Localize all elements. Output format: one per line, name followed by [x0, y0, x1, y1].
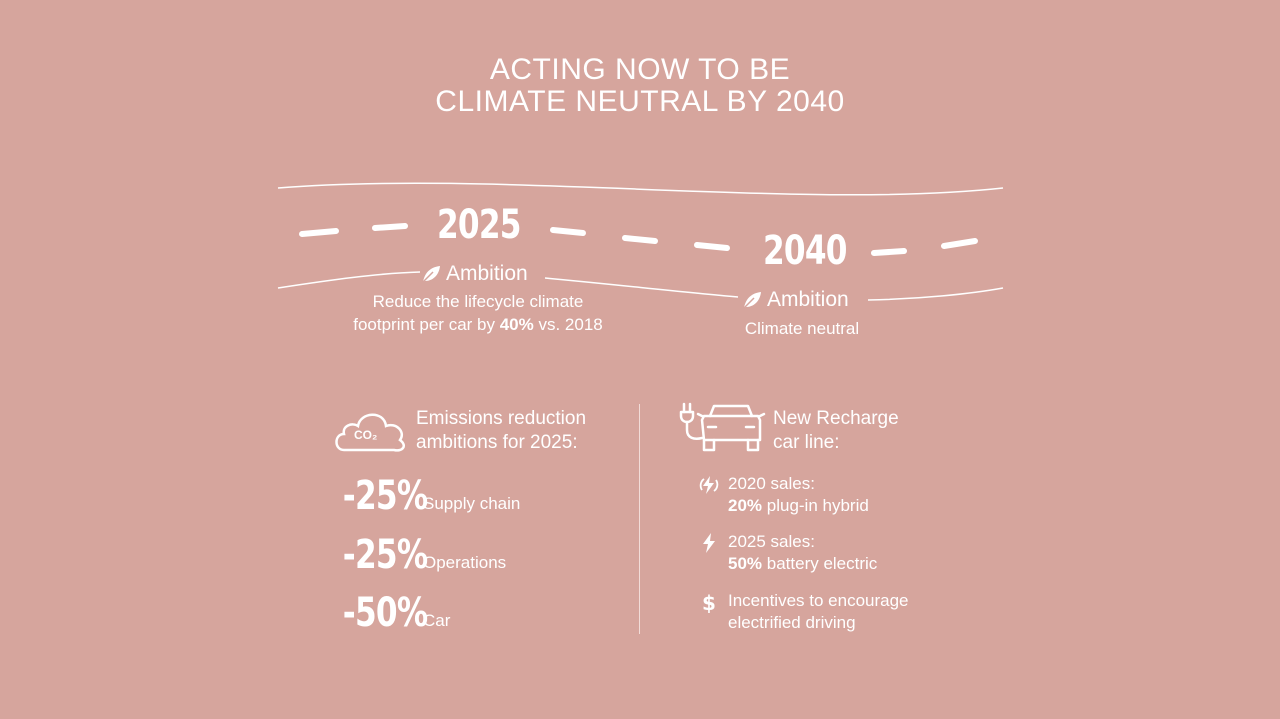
- ambition-label: Ambition: [767, 288, 849, 311]
- page-title: ACTING NOW TO BE CLIMATE NEUTRAL BY 2040: [0, 54, 1280, 118]
- hybrid-bolt-icon: [699, 476, 719, 494]
- recharge-item-text: 2020 sales: 20% plug-in hybrid: [728, 473, 869, 517]
- svg-text:$: $: [702, 591, 716, 613]
- milestone-year-2025: 2025: [437, 202, 521, 248]
- leaf-icon: [422, 266, 440, 283]
- emissions-heading-line-1: Emissions reduction: [416, 408, 587, 429]
- emissions-heading: Emissions reduction ambitions for 2025:: [416, 407, 586, 455]
- description-post: vs. 2018: [533, 315, 603, 334]
- bolt-icon: [703, 533, 715, 553]
- emissions-heading-line-2: ambitions for 2025:: [416, 432, 578, 453]
- emission-label: Operations: [423, 553, 507, 572]
- milestone-description-2025: Reduce the lifecycle climate footprint p…: [330, 290, 626, 336]
- description-line-2: footprint per car by 40% vs. 2018: [330, 313, 626, 336]
- emission-value: -50%: [342, 590, 428, 636]
- milestone-ambition-2025: Ambition: [420, 262, 528, 286]
- recharge-heading: New Recharge car line:: [773, 407, 899, 455]
- emission-label: Car: [423, 611, 451, 630]
- recharge-item-2020: 2020 sales: 20% plug-in hybrid: [698, 473, 869, 517]
- emission-label: Supply chain: [423, 494, 521, 513]
- recharge-item-text: Incentives to encourage electrified driv…: [728, 590, 909, 634]
- description-line-1: Reduce the lifecycle climate: [372, 292, 584, 311]
- milestone-description-2040: Climate neutral: [744, 319, 860, 338]
- recharge-item-line-1: Incentives to encourage: [728, 591, 909, 610]
- ambition-label: Ambition: [446, 262, 528, 285]
- recharge-heading-line-1: New Recharge: [773, 408, 899, 429]
- milestone-ambition-2040: Ambition: [741, 288, 849, 312]
- recharge-item-line-2: 20% plug-in hybrid: [728, 495, 869, 517]
- dollar-icon: $: [702, 591, 716, 613]
- co2-label: CO₂: [354, 428, 378, 442]
- recharge-heading-line-2: car line:: [773, 432, 840, 453]
- recharge-item-line-2: 50% battery electric: [728, 553, 877, 575]
- recharge-item-text: 2025 sales: 50% battery electric: [728, 531, 877, 575]
- recharge-item-line-1: 2020 sales:: [728, 474, 815, 493]
- description-bold: 40%: [499, 315, 534, 334]
- emission-item-car: -50% Car: [323, 590, 451, 636]
- emission-item-operations: -25% Operations: [323, 535, 506, 575]
- section-divider: [639, 404, 640, 634]
- emission-value: -25%: [342, 473, 428, 519]
- electric-car-icon: [679, 402, 766, 452]
- recharge-item-line-1: 2025 sales:: [728, 532, 815, 551]
- recharge-item-rest: plug-in hybrid: [762, 496, 869, 515]
- title-line-1: ACTING NOW TO BE: [489, 53, 791, 86]
- emission-value: -25%: [342, 532, 428, 578]
- recharge-item-incentives: $ Incentives to encourage electrified dr…: [698, 590, 909, 634]
- recharge-item-rest: battery electric: [762, 554, 878, 573]
- recharge-item-bold: 20%: [728, 496, 763, 515]
- recharge-item-2025: 2025 sales: 50% battery electric: [698, 531, 877, 575]
- description-pre: footprint per car by: [353, 315, 500, 334]
- leaf-icon: [743, 292, 761, 309]
- co2-cloud-icon: CO₂: [332, 406, 408, 454]
- title-line-2: CLIMATE NEUTRAL BY 2040: [435, 85, 845, 118]
- recharge-item-line-2: electrified driving: [728, 613, 856, 632]
- emission-item-supply-chain: -25% Supply chain: [323, 473, 521, 519]
- milestone-year-2040: 2040: [763, 228, 847, 274]
- recharge-item-bold: 50%: [728, 554, 763, 573]
